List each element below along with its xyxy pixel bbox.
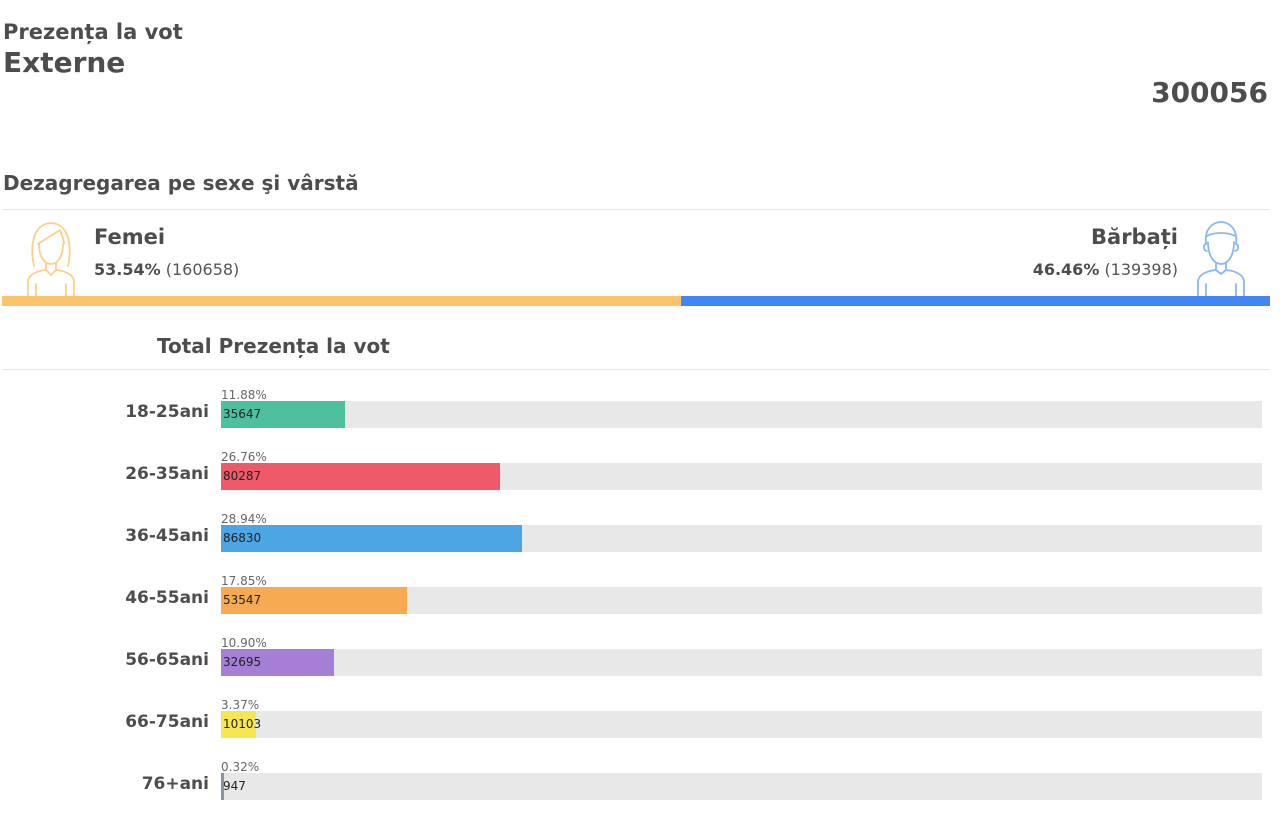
age-group-label: 66-75ani bbox=[125, 712, 209, 732]
female-percent: 53.54% bbox=[94, 260, 161, 279]
total-voters-count: 300056 bbox=[1151, 76, 1268, 109]
age-group-bar bbox=[221, 463, 500, 490]
male-percent: 46.46% bbox=[1032, 260, 1100, 279]
age-group-bar bbox=[221, 773, 225, 800]
age-group-percent: 3.37% bbox=[221, 698, 260, 712]
age-group-bar bbox=[221, 649, 335, 676]
age-group-track: 80287 bbox=[221, 463, 1262, 490]
page-title: Externe bbox=[3, 46, 126, 79]
age-group-row: 76+ani 0.32% 947 bbox=[0, 760, 1280, 814]
female-count: (160658) bbox=[165, 260, 240, 279]
age-group-row: 56-65ani 10.90% 32695 bbox=[0, 636, 1280, 698]
age-breakdown-title: Total Prezența la vot bbox=[157, 334, 390, 358]
female-label: Femei bbox=[94, 225, 166, 249]
age-group-count: 86830 bbox=[223, 531, 262, 545]
age-group-bar bbox=[221, 711, 257, 738]
age-group-track: 32695 bbox=[221, 649, 1262, 676]
age-group-label: 56-65ani bbox=[125, 650, 209, 670]
age-group-row: 26-35ani 26.76% 80287 bbox=[0, 450, 1280, 512]
age-group-count: 947 bbox=[223, 779, 246, 793]
male-user-icon bbox=[1197, 221, 1245, 296]
age-group-label: 76+ani bbox=[141, 774, 209, 794]
age-group-label: 26-35ani bbox=[125, 464, 209, 484]
age-group-label: 36-45ani bbox=[125, 526, 209, 546]
age-group-row: 46-55ani 17.85% 53547 bbox=[0, 574, 1280, 636]
female-stats: 53.54% (160658) bbox=[94, 260, 239, 279]
age-group-track: 10103 bbox=[221, 711, 1262, 738]
age-group-percent: 10.90% bbox=[221, 636, 267, 650]
age-group-percent: 11.88% bbox=[221, 388, 267, 402]
age-group-label: 18-25ani bbox=[125, 402, 209, 422]
age-group-track: 53547 bbox=[221, 587, 1262, 614]
age-group-bar bbox=[221, 525, 523, 552]
age-group-percent: 17.85% bbox=[221, 574, 267, 588]
male-count: (139398) bbox=[1104, 260, 1178, 279]
female-share-segment bbox=[2, 296, 681, 306]
age-group-percent: 0.32% bbox=[221, 760, 260, 774]
age-group-percent: 26.76% bbox=[221, 450, 267, 464]
breakdown-title: Dezagregarea pe sexe şi vârstă bbox=[3, 171, 359, 195]
age-group-label: 46-55ani bbox=[125, 588, 209, 608]
age-group-count: 53547 bbox=[223, 593, 262, 607]
age-group-row: 18-25ani 11.88% 35647 bbox=[0, 388, 1280, 450]
divider bbox=[2, 209, 1270, 210]
male-stats: 46.46% (139398) bbox=[1033, 260, 1178, 279]
male-share-segment bbox=[680, 296, 1270, 306]
age-group-count: 10103 bbox=[223, 717, 262, 731]
age-group-count: 80287 bbox=[223, 469, 262, 483]
divider bbox=[2, 369, 1270, 370]
age-group-percent: 28.94% bbox=[221, 512, 267, 526]
age-group-bar bbox=[221, 401, 345, 428]
age-group-row: 66-75ani 3.37% 10103 bbox=[0, 698, 1280, 760]
gender-split-bar bbox=[2, 296, 1270, 306]
age-group-row: 36-45ani 28.94% 86830 bbox=[0, 512, 1280, 574]
age-group-track: 35647 bbox=[221, 401, 1262, 428]
female-user-icon bbox=[27, 222, 75, 296]
age-group-bar bbox=[221, 587, 407, 614]
age-group-count: 32695 bbox=[223, 655, 262, 669]
age-group-track: 86830 bbox=[221, 525, 1262, 552]
age-group-count: 35647 bbox=[223, 407, 262, 421]
male-label: Bărbați bbox=[1091, 225, 1178, 249]
page-subtitle: Prezența la vot bbox=[3, 20, 183, 44]
age-group-track: 947 bbox=[221, 773, 1262, 800]
